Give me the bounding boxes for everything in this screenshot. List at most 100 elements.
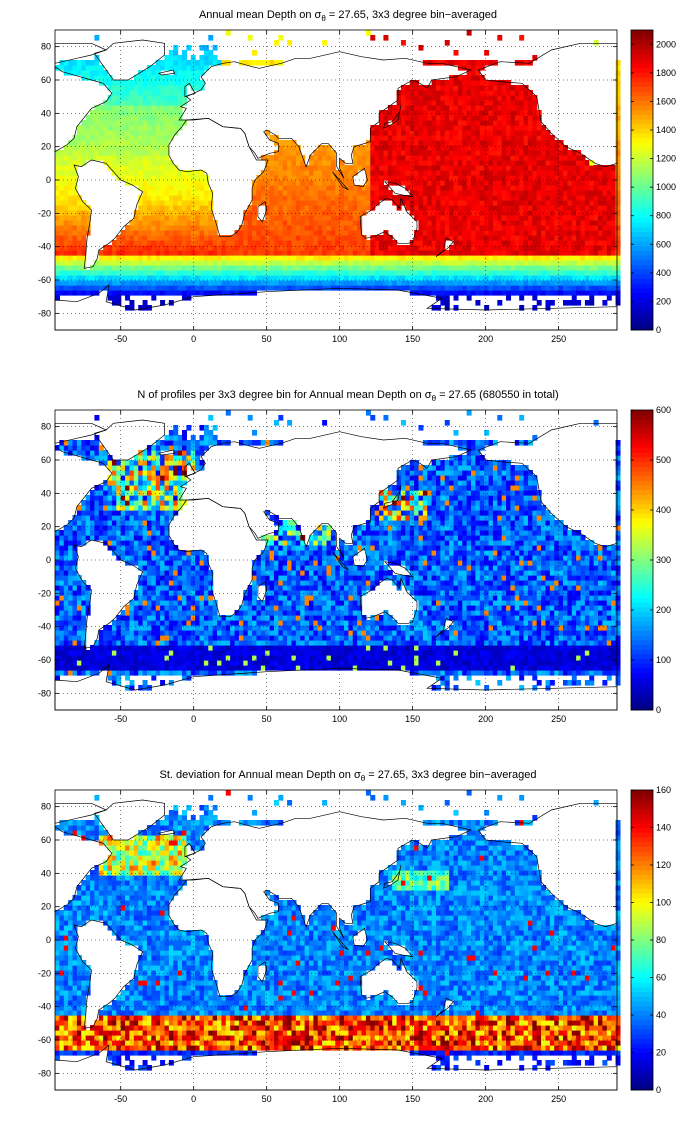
data-bin <box>287 155 293 161</box>
data-bin <box>76 605 82 611</box>
data-bin <box>63 620 69 626</box>
data-bin <box>435 305 441 311</box>
data-bin <box>168 190 174 196</box>
data-bin <box>55 550 60 556</box>
data-bin <box>593 260 599 266</box>
data-bin <box>405 255 411 261</box>
data-bin <box>94 535 100 541</box>
data-bin <box>317 240 323 246</box>
data-bin <box>527 220 533 226</box>
data-bin <box>142 75 148 81</box>
data-bin <box>374 275 380 281</box>
data-bin <box>365 165 371 171</box>
data-bin <box>484 285 490 291</box>
data-bin <box>541 125 547 131</box>
data-bin <box>379 165 385 171</box>
data-bin <box>606 265 612 271</box>
data-bin <box>76 530 82 536</box>
data-bin <box>313 255 319 261</box>
data-bin <box>536 185 542 191</box>
data-bin <box>68 635 74 641</box>
data-bin <box>444 275 450 281</box>
data-bin <box>615 90 621 96</box>
data-bin <box>501 80 507 86</box>
data-bin <box>243 285 249 291</box>
data-bin <box>234 285 240 291</box>
data-bin <box>611 190 617 196</box>
data-bin <box>606 165 612 171</box>
data-bin <box>76 195 82 201</box>
data-bin <box>195 70 201 76</box>
data-bin <box>225 265 231 271</box>
data-bin <box>479 175 485 181</box>
data-bin <box>492 285 498 291</box>
data-bin <box>615 120 621 126</box>
data-bin <box>81 275 87 281</box>
data-bin <box>238 250 244 256</box>
data-bin <box>260 225 266 231</box>
data-bin <box>457 255 463 261</box>
data-bin <box>234 260 240 266</box>
data-bin <box>344 225 350 231</box>
data-bin <box>370 285 376 291</box>
data-bin <box>370 185 376 191</box>
data-bin <box>352 165 358 171</box>
data-bin <box>409 175 415 181</box>
data-bin <box>576 260 582 266</box>
data-bin <box>160 140 166 146</box>
data-bin <box>611 230 617 236</box>
data-bin <box>475 65 481 71</box>
data-bin <box>418 245 424 251</box>
data-bin <box>440 200 446 206</box>
data-bin <box>282 150 288 156</box>
data-bin <box>471 145 477 151</box>
data-bin <box>352 265 358 271</box>
data-bin <box>431 260 437 266</box>
data-bin <box>155 100 161 106</box>
data-bin <box>374 235 380 241</box>
data-bin <box>602 300 608 306</box>
data-bin <box>63 165 69 171</box>
data-bin <box>111 660 117 666</box>
data-bin <box>278 210 284 216</box>
data-bin <box>195 210 201 216</box>
data-bin <box>492 90 498 96</box>
data-bin <box>151 85 157 91</box>
data-bin <box>55 575 60 581</box>
data-bin <box>536 285 542 291</box>
data-bin <box>554 245 560 251</box>
data-bin <box>155 150 161 156</box>
data-bin <box>400 130 406 136</box>
data-bin <box>418 255 424 261</box>
data-bin <box>453 215 459 221</box>
data-bin <box>541 180 547 186</box>
data-bin <box>536 290 542 296</box>
data-bin <box>400 260 406 266</box>
data-bin <box>514 90 520 96</box>
data-bin <box>72 180 78 186</box>
data-bin <box>98 485 104 491</box>
data-bin <box>589 295 595 301</box>
data-bin <box>567 275 573 281</box>
data-bin <box>361 160 367 166</box>
data-bin <box>418 235 424 241</box>
data-bin <box>545 190 551 196</box>
data-bin <box>116 515 122 521</box>
data-bin <box>523 230 529 236</box>
data-bin <box>479 155 485 161</box>
data-bin <box>63 150 69 156</box>
data-bin <box>532 125 538 131</box>
data-bin <box>269 165 275 171</box>
data-bin <box>611 250 617 256</box>
data-bin <box>576 185 582 191</box>
data-bin <box>138 125 144 131</box>
data-bin <box>615 155 621 161</box>
data-bin <box>68 165 74 171</box>
data-bin <box>405 205 411 211</box>
data-bin <box>103 280 109 286</box>
data-bin <box>567 230 573 236</box>
data-bin <box>59 200 65 206</box>
data-bin <box>107 85 113 91</box>
data-bin <box>269 260 275 266</box>
data-bin <box>414 135 420 141</box>
